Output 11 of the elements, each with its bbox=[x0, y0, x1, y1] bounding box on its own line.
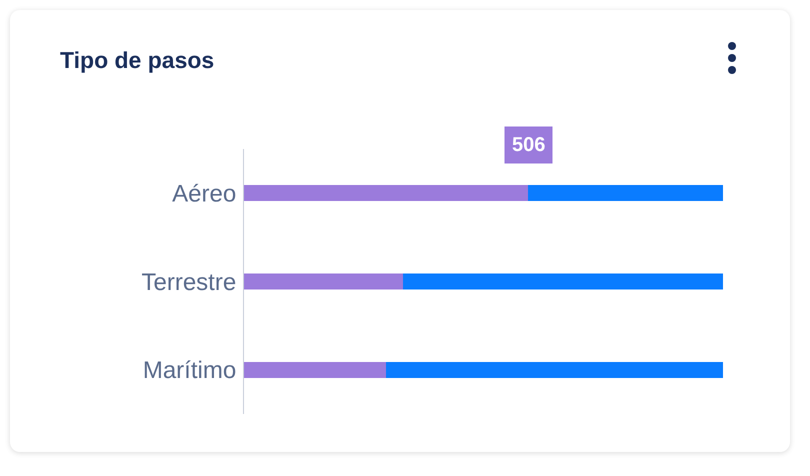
y-tick-label: Terrestre bbox=[142, 268, 236, 296]
y-tick-label: Marítimo bbox=[142, 357, 236, 384]
bar bbox=[386, 362, 723, 378]
bar bbox=[244, 362, 386, 378]
annotation: 506 bbox=[512, 134, 546, 156]
y-tick-label: Aéreo bbox=[172, 180, 236, 208]
bar bbox=[528, 185, 723, 202]
bar bbox=[244, 274, 404, 290]
bar bbox=[244, 185, 528, 202]
bar bbox=[403, 274, 723, 290]
chart-title: Tipo de pasos bbox=[60, 47, 214, 74]
